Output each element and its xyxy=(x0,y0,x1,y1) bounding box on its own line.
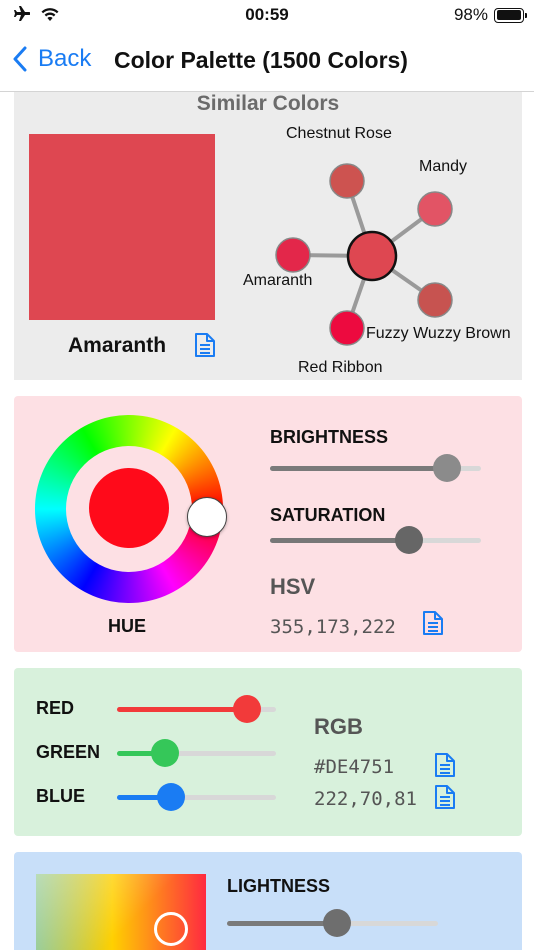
hsv-value: 355,173,222 xyxy=(270,616,396,638)
green-slider[interactable] xyxy=(117,751,276,756)
wifi-icon xyxy=(41,7,59,21)
current-color-swatch xyxy=(29,134,215,320)
document-copy-icon xyxy=(423,611,443,635)
chevron-left-icon xyxy=(13,46,27,72)
rgb-card: RED GREEN BLUE RGB #DE4751 222,70,81 xyxy=(14,668,522,836)
document-copy-icon xyxy=(435,753,455,777)
hsl-card: LIGHTNESS xyxy=(14,852,522,950)
back-label: Back xyxy=(38,45,92,72)
brightness-knob[interactable] xyxy=(433,454,461,482)
similar-colors-card: Similar Colors Amaranth Chestnut Rose Ma… xyxy=(14,92,522,380)
current-color-name: Amaranth xyxy=(68,334,167,357)
back-button[interactable]: Back xyxy=(12,45,91,73)
neighbor-label-bottom-right: Fuzzy Wuzzy Brown xyxy=(366,325,511,342)
battery-percent: 98% xyxy=(453,5,488,24)
blue-knob[interactable] xyxy=(157,783,185,811)
hue-label: HUE xyxy=(108,616,147,636)
status-time: 00:59 xyxy=(245,5,289,24)
page-title: Color Palette (1500 Colors) xyxy=(114,47,408,73)
lightness-knob[interactable] xyxy=(323,909,351,937)
neighbor-label-left: Amaranth xyxy=(243,272,313,289)
similar-color-node-amaranth[interactable] xyxy=(275,237,311,273)
brightness-slider[interactable] xyxy=(270,466,481,471)
neighbor-label-top: Chestnut Rose xyxy=(286,125,392,142)
battery-icon xyxy=(494,7,527,23)
blue-label: BLUE xyxy=(36,786,85,806)
similar-color-node-red-ribbon[interactable] xyxy=(329,310,365,346)
similar-colors-title: Similar Colors xyxy=(196,92,340,115)
rgb-section-label: RGB xyxy=(314,714,363,739)
green-label: GREEN xyxy=(36,742,101,762)
lightness-label: LIGHTNESS xyxy=(227,876,331,896)
document-copy-icon xyxy=(195,333,215,357)
hex-value: #DE4751 xyxy=(314,756,395,778)
navigation-bar: Back Color Palette (1500 Colors) xyxy=(0,32,534,92)
current-color-node xyxy=(346,230,398,282)
similar-color-node-fuzzy-wuzzy-brown[interactable] xyxy=(417,282,453,318)
sl-picker-knob[interactable] xyxy=(154,912,188,946)
copy-hex-button[interactable] xyxy=(434,752,456,783)
red-label: RED xyxy=(36,698,75,718)
saturation-knob[interactable] xyxy=(395,526,423,554)
rgb-value: 222,70,81 xyxy=(314,788,417,810)
red-slider[interactable] xyxy=(117,707,276,712)
copy-hsv-button[interactable] xyxy=(422,610,444,641)
neighbor-label-bottom: Red Ribbon xyxy=(298,359,383,376)
hsv-section-label: HSV xyxy=(270,574,316,599)
similar-colors-graph xyxy=(275,163,453,346)
red-knob[interactable] xyxy=(233,695,261,723)
green-knob[interactable] xyxy=(151,739,179,767)
battery-status: 98% xyxy=(453,5,527,25)
blue-slider[interactable] xyxy=(117,795,276,800)
hue-preview-circle xyxy=(89,468,169,548)
saturation-lightness-picker[interactable] xyxy=(36,874,206,950)
hue-knob[interactable] xyxy=(187,497,227,537)
hsv-card: HUE BRIGHTNESS SATURATION HSV 355,173,22… xyxy=(14,396,522,652)
saturation-label: SATURATION xyxy=(270,505,386,525)
brightness-label: BRIGHTNESS xyxy=(270,427,389,447)
copy-name-button[interactable] xyxy=(194,332,216,363)
document-copy-icon xyxy=(435,785,455,809)
status-bar: 00:59 98% xyxy=(0,0,534,32)
saturation-slider[interactable] xyxy=(270,538,481,543)
airplane-icon xyxy=(14,6,30,21)
neighbor-label-top-right: Mandy xyxy=(419,158,468,175)
similar-color-node-mandy[interactable] xyxy=(417,191,453,227)
copy-rgb-button[interactable] xyxy=(434,784,456,815)
status-icons-left xyxy=(12,6,60,22)
similar-color-node-chestnut-rose[interactable] xyxy=(329,163,365,199)
